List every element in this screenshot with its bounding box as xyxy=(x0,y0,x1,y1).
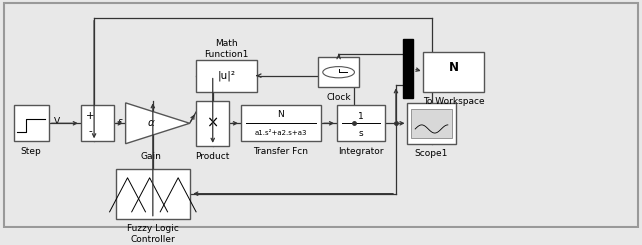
Bar xyxy=(196,60,257,92)
Text: |u|²: |u|² xyxy=(218,70,236,81)
Polygon shape xyxy=(126,103,189,144)
Bar xyxy=(241,105,321,141)
Bar xyxy=(116,169,189,219)
Text: Integrator: Integrator xyxy=(338,147,384,156)
Text: s: s xyxy=(359,129,363,138)
Text: Scope1: Scope1 xyxy=(415,149,448,159)
Text: Fuzzy Logic
Controller: Fuzzy Logic Controller xyxy=(127,224,178,244)
Text: -: - xyxy=(88,126,92,136)
Text: +: + xyxy=(86,111,94,121)
Text: Step: Step xyxy=(21,147,42,156)
Text: 1: 1 xyxy=(358,111,364,121)
Text: Gain: Gain xyxy=(141,152,162,161)
Text: ×: × xyxy=(207,116,219,131)
Bar xyxy=(412,109,452,138)
Bar xyxy=(403,39,413,98)
Text: Clock: Clock xyxy=(326,93,351,102)
Text: V: V xyxy=(54,117,60,125)
Circle shape xyxy=(323,67,354,78)
Bar xyxy=(408,103,456,144)
Bar xyxy=(337,105,385,141)
Text: N: N xyxy=(449,61,459,74)
Text: a1.s²+a2.s+a3: a1.s²+a2.s+a3 xyxy=(255,130,308,136)
Bar xyxy=(13,105,49,141)
Text: α: α xyxy=(148,118,155,128)
Bar xyxy=(81,105,114,141)
Text: Product: Product xyxy=(196,152,230,161)
Text: Math
Function1: Math Function1 xyxy=(204,39,248,59)
Bar xyxy=(424,52,484,92)
Text: Transfer Fcn: Transfer Fcn xyxy=(254,147,308,156)
Bar xyxy=(196,101,229,146)
Text: N: N xyxy=(277,110,284,120)
Text: To Workspace: To Workspace xyxy=(423,97,485,106)
Text: ε: ε xyxy=(117,117,122,125)
Bar xyxy=(318,58,360,87)
